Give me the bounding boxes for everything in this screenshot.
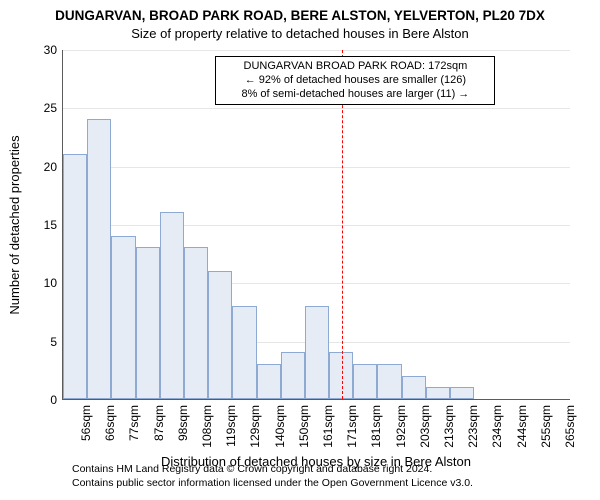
histogram-bar — [232, 306, 256, 399]
histogram-bar — [87, 119, 111, 399]
x-tick-label: 244sqm — [515, 405, 529, 448]
y-axis-label: Number of detached properties — [7, 135, 22, 314]
annotation-box: DUNGARVAN BROAD PARK ROAD: 172sqm← 92% o… — [215, 56, 495, 105]
x-tick-label: 255sqm — [539, 405, 553, 448]
plot-area: 05101520253056sqm66sqm77sqm87sqm98sqm108… — [62, 50, 570, 400]
gridline — [63, 167, 570, 168]
chart-container: DUNGARVAN, BROAD PARK ROAD, BERE ALSTON,… — [0, 0, 600, 500]
x-tick-label: 129sqm — [248, 405, 262, 448]
x-tick-label: 150sqm — [297, 405, 311, 448]
annotation-line: DUNGARVAN BROAD PARK ROAD: 172sqm — [219, 60, 491, 74]
chart-subtitle: Size of property relative to detached ho… — [0, 26, 600, 41]
gridline — [63, 108, 570, 109]
x-tick-label: 98sqm — [176, 405, 190, 441]
histogram-bar — [111, 236, 135, 399]
x-tick-label: 181sqm — [369, 405, 383, 448]
x-tick-label: 223sqm — [466, 405, 480, 448]
histogram-bar — [377, 364, 401, 399]
y-tick-label: 15 — [44, 218, 57, 232]
histogram-bar — [305, 306, 329, 399]
annotation-line: 8% of semi-detached houses are larger (1… — [219, 88, 491, 102]
footer-line: Contains public sector information licen… — [72, 476, 473, 490]
gridline — [63, 50, 570, 51]
x-tick-label: 203sqm — [418, 405, 432, 448]
x-tick-label: 265sqm — [563, 405, 577, 448]
chart-title: DUNGARVAN, BROAD PARK ROAD, BERE ALSTON,… — [0, 8, 600, 23]
histogram-bar — [136, 247, 160, 399]
x-tick-label: 234sqm — [490, 405, 504, 448]
x-tick-label: 161sqm — [321, 405, 335, 448]
x-tick-label: 87sqm — [152, 405, 166, 441]
annotation-line: ← 92% of detached houses are smaller (12… — [219, 74, 491, 88]
histogram-bar — [450, 387, 474, 399]
y-tick-label: 20 — [44, 160, 57, 174]
x-tick-label: 171sqm — [345, 405, 359, 448]
histogram-bar — [184, 247, 208, 399]
footer-line: Contains HM Land Registry data © Crown c… — [72, 462, 473, 476]
y-tick-label: 30 — [44, 43, 57, 57]
x-tick-label: 192sqm — [394, 405, 408, 448]
gridline — [63, 225, 570, 226]
y-tick-label: 10 — [44, 276, 57, 290]
histogram-bar — [208, 271, 232, 399]
x-tick-label: 140sqm — [273, 405, 287, 448]
histogram-bar — [160, 212, 184, 399]
x-tick-label: 108sqm — [200, 405, 214, 448]
histogram-bar — [281, 352, 305, 399]
x-tick-label: 66sqm — [103, 405, 117, 441]
histogram-bar — [426, 387, 450, 399]
x-tick-label: 119sqm — [224, 405, 238, 447]
x-tick-label: 56sqm — [79, 405, 93, 441]
y-tick-label: 0 — [50, 393, 57, 407]
x-tick-label: 77sqm — [127, 405, 141, 441]
y-tick-label: 25 — [44, 101, 57, 115]
histogram-bar — [353, 364, 377, 399]
x-tick-label: 213sqm — [442, 405, 456, 448]
y-tick-label: 5 — [50, 335, 57, 349]
histogram-bar — [402, 376, 426, 399]
histogram-bar — [329, 352, 353, 399]
histogram-bar — [63, 154, 87, 399]
footer-attribution: Contains HM Land Registry data © Crown c… — [72, 462, 473, 490]
histogram-bar — [257, 364, 281, 399]
